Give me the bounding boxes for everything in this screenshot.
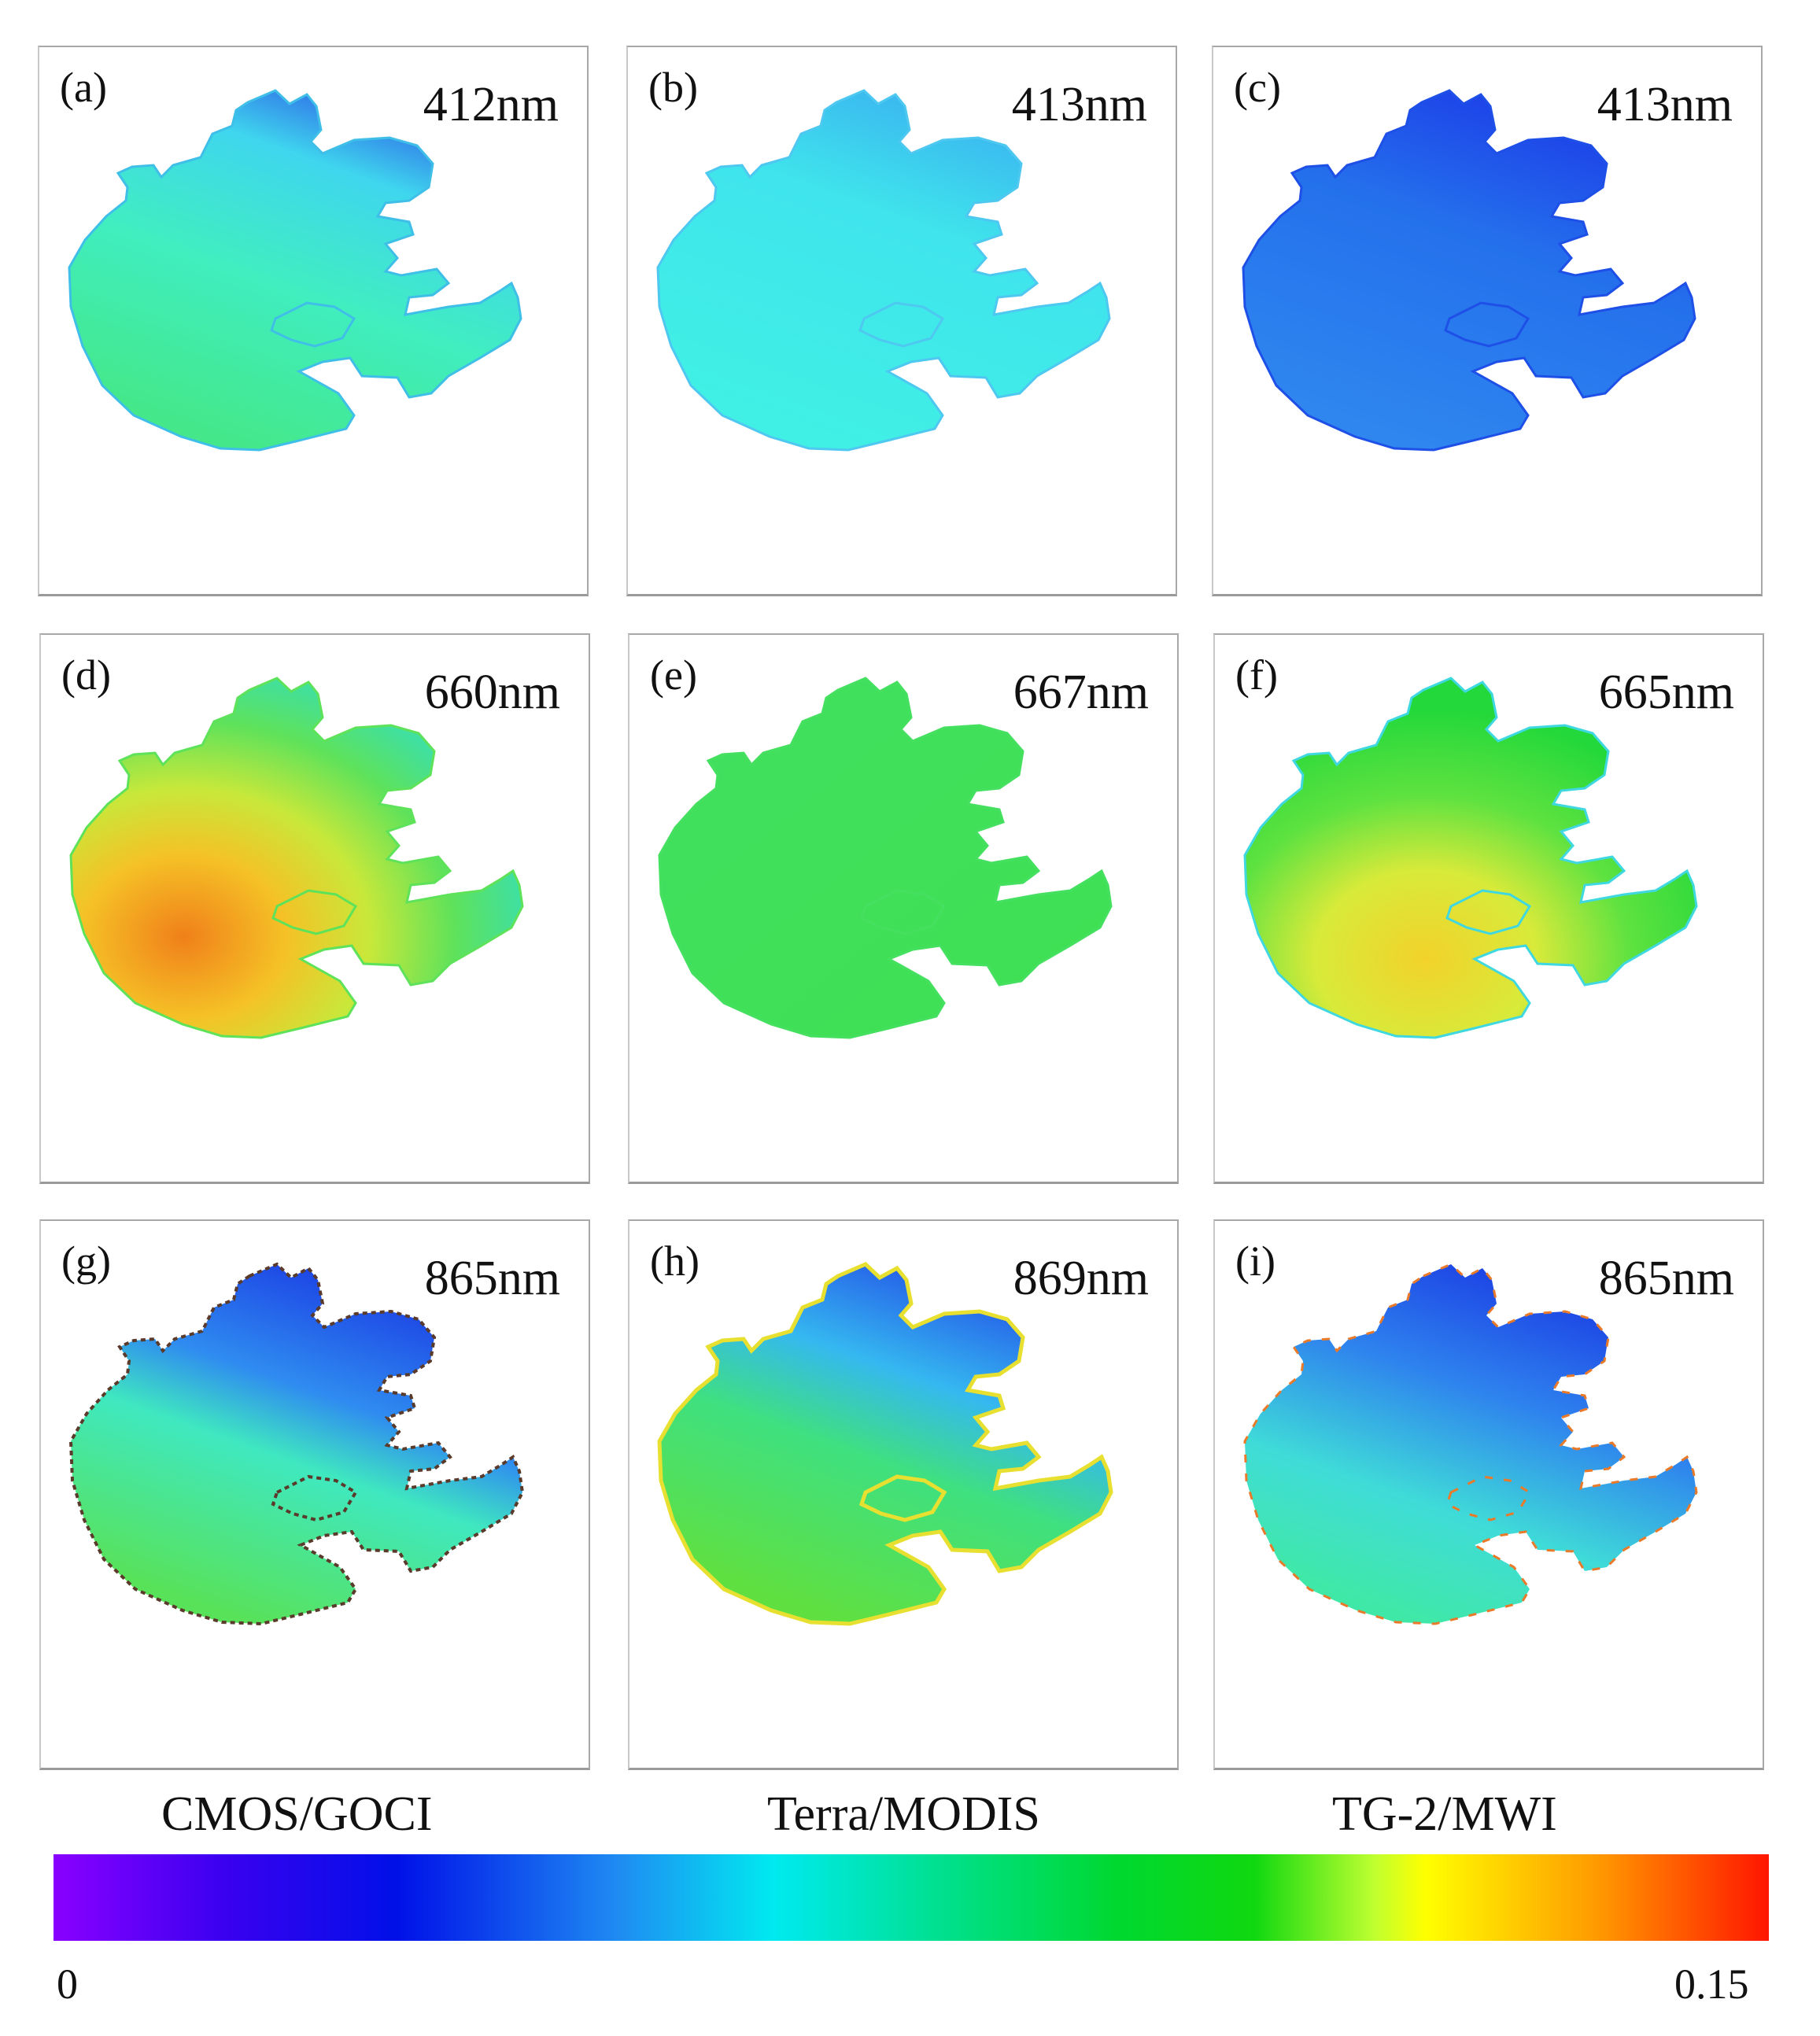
wavelength-label: 865nm bbox=[1598, 1252, 1734, 1305]
wavelength-label: 869nm bbox=[1013, 1252, 1149, 1305]
panel-label: (a) bbox=[60, 64, 107, 111]
wavelength-label: 412nm bbox=[423, 78, 559, 131]
panel-label: (i) bbox=[1235, 1237, 1275, 1285]
wavelength-label: 865nm bbox=[424, 1252, 560, 1305]
panel-label: (c) bbox=[1234, 64, 1281, 111]
panel-i: (i) 865nm bbox=[1213, 1219, 1764, 1770]
panel-label: (f) bbox=[1235, 651, 1278, 699]
wavelength-label: 665nm bbox=[1598, 666, 1734, 719]
panel-d: (d) 660nm bbox=[39, 633, 590, 1184]
panel-label: (h) bbox=[650, 1237, 700, 1285]
panel-f: (f) 665nm bbox=[1213, 633, 1764, 1184]
panel-label: (e) bbox=[650, 651, 697, 699]
sensor-label-goci: CMOS/GOCI bbox=[161, 1787, 433, 1841]
wavelength-label: 413nm bbox=[1597, 78, 1733, 131]
wavelength-label: 660nm bbox=[424, 666, 560, 719]
panel-label: (b) bbox=[648, 64, 698, 111]
panel-g: (g) 865nm bbox=[39, 1219, 590, 1770]
panel-label: (g) bbox=[61, 1237, 111, 1285]
wavelength-label: 413nm bbox=[1011, 78, 1147, 131]
colorbar-min-label: 0 bbox=[57, 1960, 78, 2008]
panel-label: (d) bbox=[61, 651, 111, 699]
panel-h: (h) 869nm bbox=[628, 1219, 1179, 1770]
panel-c: (c) 413nm bbox=[1212, 46, 1763, 596]
wavelength-label: 667nm bbox=[1013, 666, 1149, 719]
panel-a: (a) 412nm bbox=[38, 46, 589, 596]
sensor-label-modis: Terra/MODIS bbox=[767, 1787, 1040, 1841]
panel-b: (b) 413nm bbox=[626, 46, 1177, 596]
sensor-label-mwi: TG-2/MWI bbox=[1332, 1787, 1557, 1841]
colorbar-max-label: 0.15 bbox=[1674, 1960, 1749, 2008]
panel-e: (e) 667nm bbox=[628, 633, 1179, 1184]
colorbar bbox=[54, 1854, 1769, 1941]
